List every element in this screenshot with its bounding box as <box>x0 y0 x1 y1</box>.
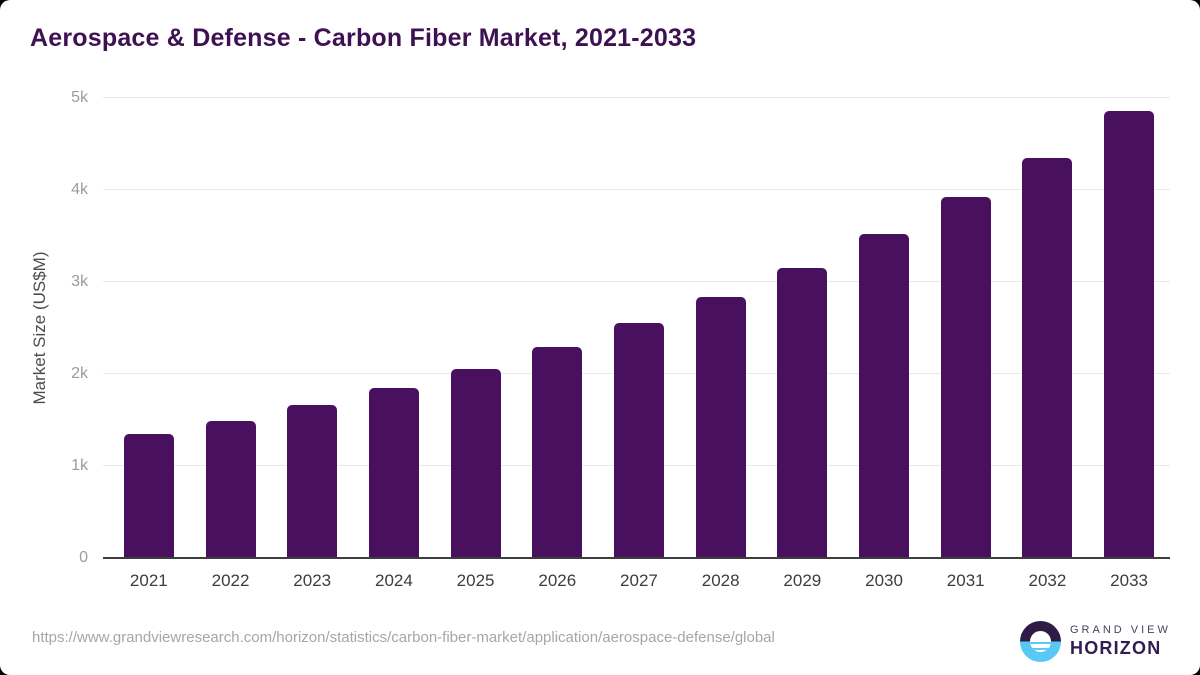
source-url: https://www.grandviewresearch.com/horizo… <box>32 629 775 646</box>
bar-column-2021: 2021 <box>108 98 190 590</box>
bar-column-2033: 2033 <box>1088 98 1170 590</box>
gridline-4k <box>103 189 1170 190</box>
gridline-5k <box>103 97 1170 98</box>
bar-2025[interactable] <box>450 369 501 558</box>
y-tick-label: 2k <box>71 365 88 382</box>
x-axis-line <box>103 557 1170 559</box>
bar-2022[interactable] <box>205 420 256 558</box>
bar-2023[interactable] <box>287 405 338 558</box>
gridline-3k <box>103 281 1170 282</box>
y-tick-label: 3k <box>71 273 88 290</box>
y-tick-label: 0 <box>79 549 88 566</box>
x-axis-label-2023: 2023 <box>293 571 332 590</box>
x-axis-label-2027: 2027 <box>620 571 658 590</box>
bar-2024[interactable] <box>368 387 419 558</box>
bar-2032[interactable] <box>1022 157 1073 558</box>
y-tick-label: 1k <box>71 457 88 474</box>
bar-column-2032: 2032 <box>1007 98 1089 590</box>
x-axis-label-2033: 2033 <box>1110 571 1148 590</box>
x-axis-label-2030: 2030 <box>865 571 903 590</box>
logo-product-name: HORIZON <box>1070 638 1162 658</box>
x-axis-label-2021: 2021 <box>129 571 168 590</box>
bar-2027[interactable] <box>613 322 664 558</box>
bar-2033[interactable] <box>1104 110 1155 558</box>
chart-title: Aerospace & Defense - Carbon Fiber Marke… <box>30 24 697 52</box>
y-tick-label: 4k <box>71 181 88 198</box>
y-axis-title: Market Size (US$M) <box>30 251 49 405</box>
bar-column-2028: 2028 <box>680 98 762 590</box>
x-axis-label-2022: 2022 <box>211 571 250 590</box>
plot-area: 0 1k 2k 3k 4k 5k 2021 2022 2023 2024 2025 2026 2027… <box>71 89 1170 590</box>
bar-2029[interactable] <box>777 268 828 558</box>
bar-column-2025: 2025 <box>435 98 517 590</box>
x-axis-label-2032: 2032 <box>1028 571 1067 590</box>
bar-column-2029: 2029 <box>762 98 844 590</box>
bar-2026[interactable] <box>532 347 583 558</box>
bar-2030[interactable] <box>859 234 910 558</box>
bar-column-2024: 2024 <box>353 98 435 590</box>
horizon-sun-icon <box>1020 621 1061 662</box>
x-axis-label-2029: 2029 <box>783 571 822 590</box>
x-axis-label-2026: 2026 <box>538 571 577 590</box>
bar-column-2030: 2030 <box>843 98 925 590</box>
bar-2031[interactable] <box>940 196 991 558</box>
y-tick-label: 5k <box>71 89 88 106</box>
bar-series: 2021 2022 2023 2024 2025 2026 2027 2028 2029 2030… <box>103 98 1170 590</box>
x-axis-label-2025: 2025 <box>456 571 495 590</box>
x-axis-label-2028: 2028 <box>701 571 740 590</box>
grand-view-horizon-logo: GRAND VIEW HORIZON <box>1020 621 1171 662</box>
bar-column-2027: 2027 <box>598 98 680 590</box>
logo-brand-name: GRAND VIEW <box>1070 624 1171 636</box>
x-axis-label-2024: 2024 <box>374 571 413 590</box>
bar-2021[interactable] <box>123 433 174 558</box>
x-axis-label-2031: 2031 <box>946 571 985 590</box>
bar-2028[interactable] <box>695 297 746 558</box>
bar-column-2023: 2023 <box>271 98 353 590</box>
bar-column-2022: 2022 <box>190 98 272 590</box>
bar-column-2031: 2031 <box>925 98 1007 590</box>
bar-column-2026: 2026 <box>516 98 598 590</box>
